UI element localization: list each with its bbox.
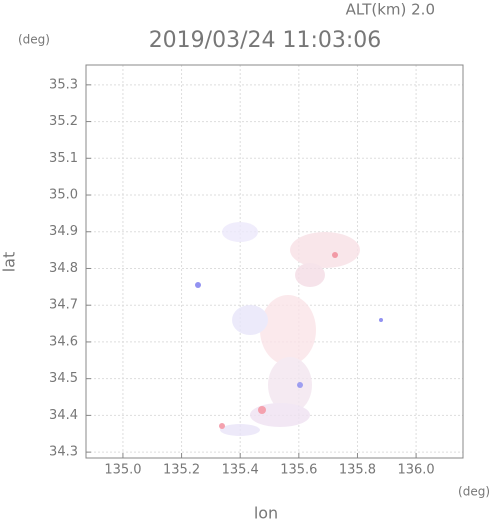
y-tick-label: 34.6	[49, 334, 78, 349]
x-tick-label: 135.2	[163, 463, 200, 478]
x-unit: (deg)	[458, 485, 490, 499]
echo	[297, 382, 303, 388]
echo	[260, 295, 316, 365]
echo	[379, 318, 383, 322]
plot-frame	[85, 64, 464, 459]
echo	[332, 252, 338, 258]
echo	[250, 403, 310, 427]
chart-title: 2019/03/24 11:03:06	[149, 28, 382, 53]
x-tick-label: 135.8	[339, 463, 376, 478]
echo	[219, 423, 225, 429]
x-tick-label: 136.0	[397, 463, 434, 478]
y-tick-label: 34.7	[49, 298, 78, 313]
y-tick-label: 35.3	[49, 77, 78, 92]
echo	[290, 232, 360, 268]
echo	[195, 282, 201, 288]
echo	[295, 263, 325, 287]
y-tick-label: 35.2	[49, 114, 78, 129]
x-tick-label: 135.0	[104, 463, 141, 478]
echo	[220, 424, 260, 436]
altitude-label: ALT(km) 2.0	[346, 1, 435, 19]
x-tick-label: 135.6	[280, 463, 317, 478]
y-tick-label: 35.0	[49, 188, 78, 203]
y-tick-label: 34.4	[49, 408, 78, 423]
x-axis-label: lon	[254, 504, 278, 521]
radar-echo	[195, 222, 383, 436]
y-tick-label: 34.8	[49, 261, 78, 276]
echo	[222, 222, 258, 242]
echo	[258, 406, 266, 414]
echo	[232, 305, 268, 335]
y-tick-label: 34.5	[49, 371, 78, 386]
y-tick-label: 34.3	[49, 445, 78, 460]
y-tick-label: 35.1	[49, 151, 78, 166]
echo	[268, 357, 312, 413]
x-tick-label: 135.4	[222, 463, 259, 478]
y-unit: (deg)	[18, 33, 50, 47]
y-tick-label: 34.9	[49, 224, 78, 239]
y-axis-label: lat	[0, 252, 19, 273]
